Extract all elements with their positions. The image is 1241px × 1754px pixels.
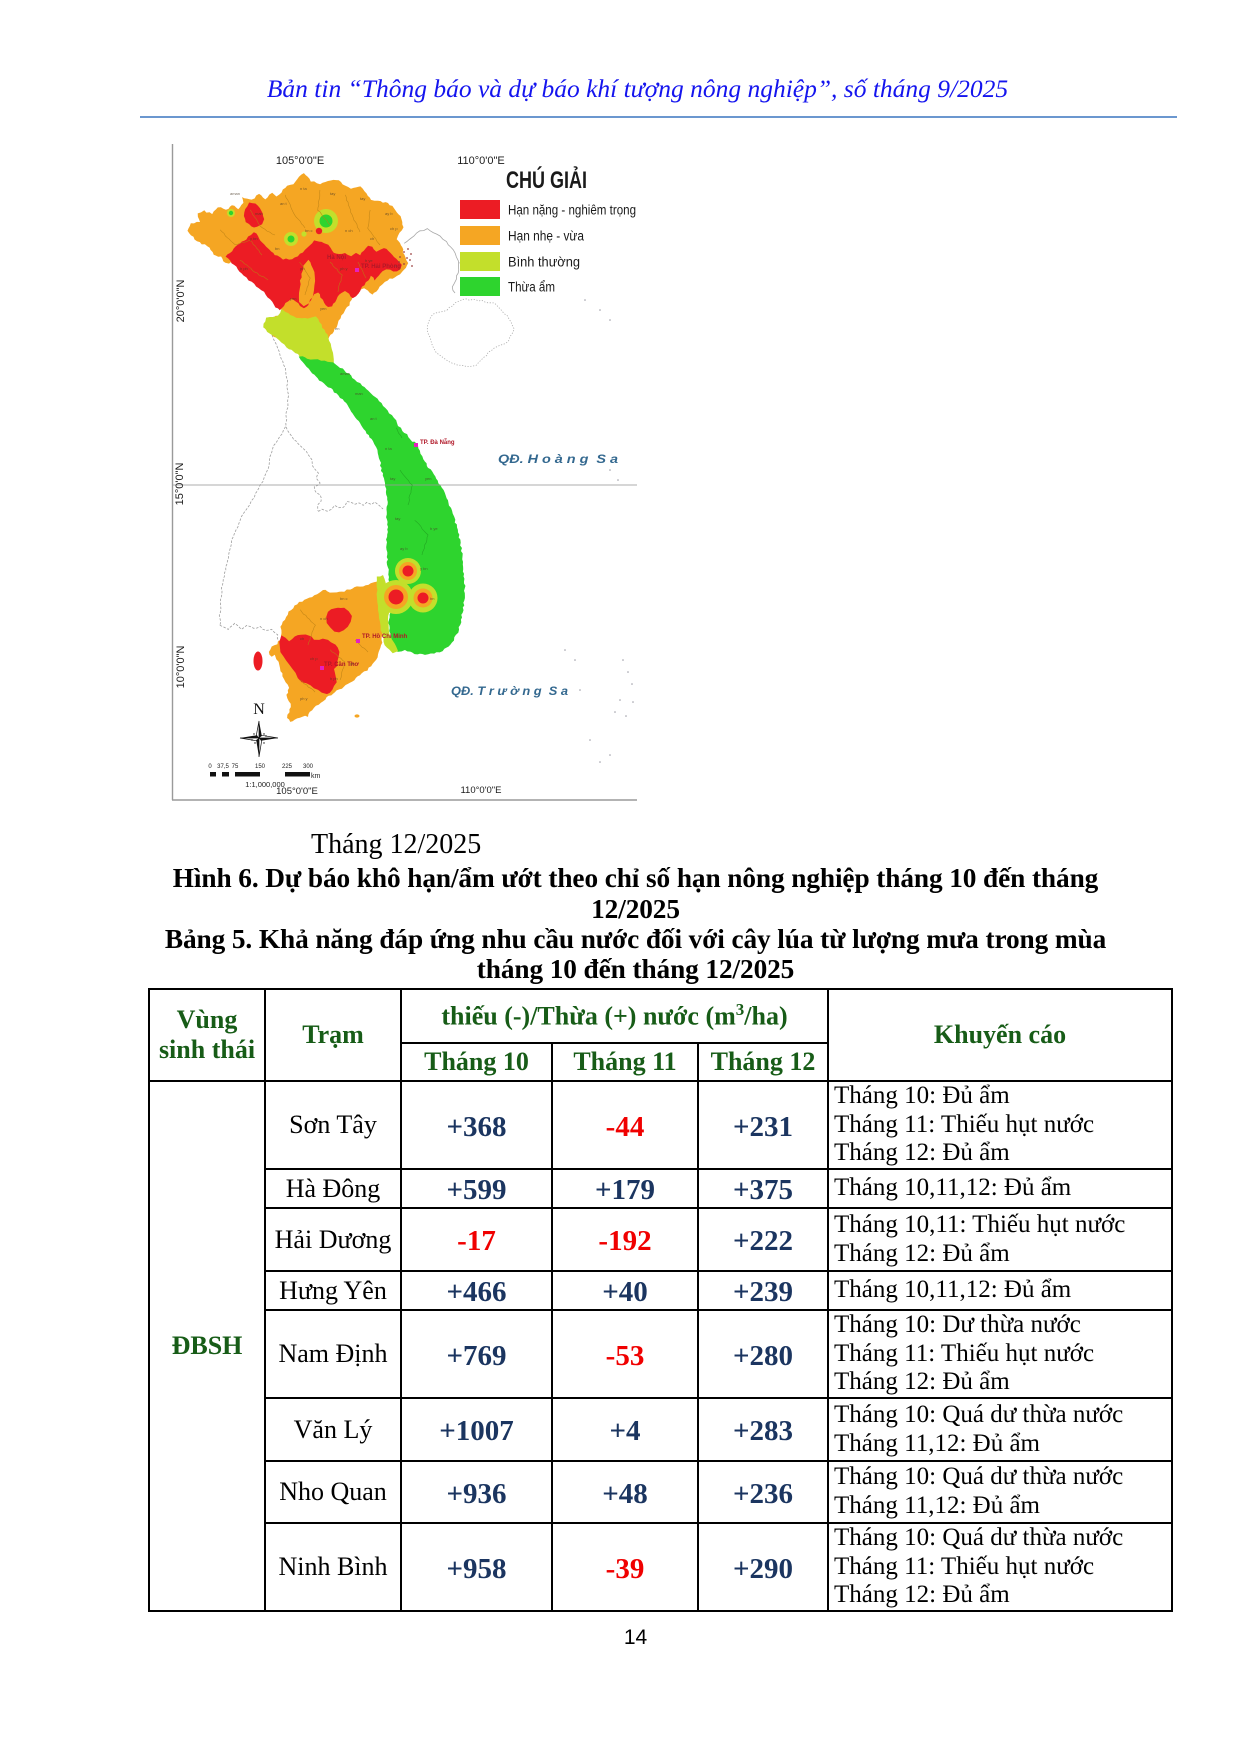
svg-text:ph: ph	[300, 266, 304, 271]
svg-text:man: man	[355, 391, 363, 396]
svg-text:bn c: bn c	[305, 228, 313, 233]
svg-text:tay: tay	[395, 516, 400, 521]
svg-text:Hà Nội: Hà Nội	[327, 255, 346, 261]
svg-text:yen: yen	[320, 306, 326, 311]
svg-text:QĐ. H o à n g S a: QĐ. H o à n g S a	[498, 452, 618, 466]
svg-text:an t: an t	[370, 416, 378, 421]
svg-text:tay: tay	[390, 476, 395, 481]
svg-text:h ph: h ph	[240, 266, 248, 271]
svg-text:tay: tay	[330, 191, 335, 196]
svg-text:h ye: h ye	[430, 526, 438, 531]
svg-text:bn: bn	[275, 246, 279, 251]
svg-text:n ch: n ch	[345, 228, 353, 233]
svg-text:20°0'0"N: 20°0'0"N	[175, 280, 187, 323]
svg-text:ch p: ch p	[390, 226, 398, 231]
svg-text:110°0'0"E: 110°0'0"E	[457, 155, 505, 167]
svg-text:ch: ch	[300, 636, 304, 641]
svg-text:TP. Hải Phòng: TP. Hải Phòng	[361, 264, 401, 270]
svg-text:en: en	[335, 326, 339, 331]
svg-text:yen: yen	[290, 296, 296, 301]
svg-text:105°0'0"E: 105°0'0"E	[276, 786, 318, 797]
svg-text:Bình thường: Bình thường	[508, 255, 580, 270]
svg-text:Hạn nhẹ - vừa: Hạn nhẹ - vừa	[508, 229, 584, 244]
svg-text:225: 225	[282, 764, 293, 770]
svg-text:aman: aman	[230, 191, 240, 196]
svg-text:0: 0	[208, 764, 212, 770]
svg-text:TP. Cần Thơ: TP. Cần Thơ	[324, 662, 360, 668]
svg-text:1:1,000,000: 1:1,000,000	[245, 780, 285, 789]
svg-text:N: N	[253, 701, 265, 718]
svg-text:n ta: n ta	[300, 186, 307, 191]
svg-text:75: 75	[232, 764, 239, 770]
svg-text:10°0'0"N: 10°0'0"N	[175, 646, 187, 689]
svg-text:an t: an t	[280, 201, 288, 206]
svg-text:bn: bn	[430, 596, 434, 601]
svg-text:aman: aman	[340, 371, 350, 376]
svg-text:105°0'0"E: 105°0'0"E	[276, 155, 324, 167]
svg-text:man: man	[255, 211, 263, 216]
svg-text:n ta: n ta	[385, 446, 392, 451]
svg-text:tay: tay	[360, 196, 365, 201]
svg-text:15°0'0"N: 15°0'0"N	[174, 463, 186, 506]
svg-text:y bn: y bn	[250, 236, 258, 241]
svg-text:ph y: ph y	[340, 266, 348, 271]
svg-text:300: 300	[303, 764, 314, 770]
svg-text:h ph: h ph	[330, 676, 338, 681]
svg-text:ph: ph	[350, 661, 354, 666]
svg-text:bn c: bn c	[340, 596, 348, 601]
svg-text:ay b: ay b	[385, 211, 393, 216]
svg-text:37,5: 37,5	[217, 764, 229, 770]
svg-text:QĐ. T r ư ờ n g S a: QĐ. T r ư ờ n g S a	[451, 684, 568, 698]
svg-text:ay b: ay b	[400, 546, 408, 551]
svg-text:Thừa ẩm: Thừa ẩm	[508, 280, 555, 295]
svg-text:ph y: ph y	[300, 696, 308, 701]
svg-text:h ye: h ye	[365, 258, 373, 263]
svg-text:n ch: n ch	[320, 616, 328, 621]
svg-text:yen: yen	[425, 476, 431, 481]
svg-text:ch p: ch p	[310, 656, 318, 661]
svg-text:Hạn nặng - nghiêm trọng: Hạn nặng - nghiêm trọng	[508, 203, 636, 218]
svg-text:TP. Hồ Chí Minh: TP. Hồ Chí Minh	[362, 634, 408, 640]
svg-text:ch: ch	[370, 236, 374, 241]
svg-text:km: km	[311, 773, 321, 780]
svg-text:150: 150	[255, 764, 266, 770]
svg-text:y bn: y bn	[420, 566, 428, 571]
svg-text:CHÚ GIẢI: CHÚ GIẢI	[506, 165, 587, 194]
svg-text:TP. Đà Nẵng: TP. Đà Nẵng	[420, 439, 455, 446]
svg-text:110°0'0"E: 110°0'0"E	[460, 785, 501, 796]
